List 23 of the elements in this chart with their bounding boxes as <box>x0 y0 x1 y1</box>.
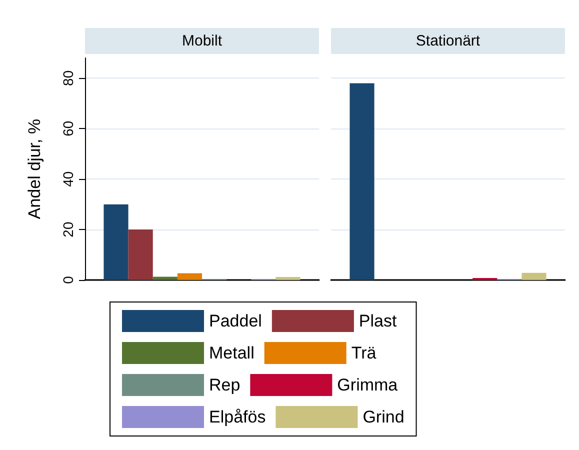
bar <box>350 83 374 280</box>
legend-label: Plast <box>358 312 398 330</box>
legend-label: Paddel <box>209 312 262 330</box>
y-tick-label: 40 <box>60 171 76 187</box>
bar <box>104 204 128 280</box>
bar <box>128 230 153 280</box>
bar <box>522 272 546 280</box>
legend-label: Grimma <box>337 376 398 394</box>
x-tick-label: Stationärt <box>416 32 481 50</box>
y-tick-label: 20 <box>60 222 76 238</box>
y-tick-label: 0 <box>60 276 76 284</box>
bar <box>276 276 300 280</box>
legend-label: Metall <box>209 344 254 362</box>
legend-label: Elpåfös <box>209 408 266 426</box>
x-tick-label: Mobilt <box>182 32 223 50</box>
bar <box>177 273 202 280</box>
y-tick-label: 60 <box>60 120 76 136</box>
legend-label: Trä <box>351 344 377 362</box>
legend-label: Rep <box>209 376 240 394</box>
y-tick-label: 80 <box>60 70 76 86</box>
bar <box>152 276 178 280</box>
y-axis-title: Andel djur, % <box>25 118 44 220</box>
legend-label: Grind <box>362 408 404 426</box>
